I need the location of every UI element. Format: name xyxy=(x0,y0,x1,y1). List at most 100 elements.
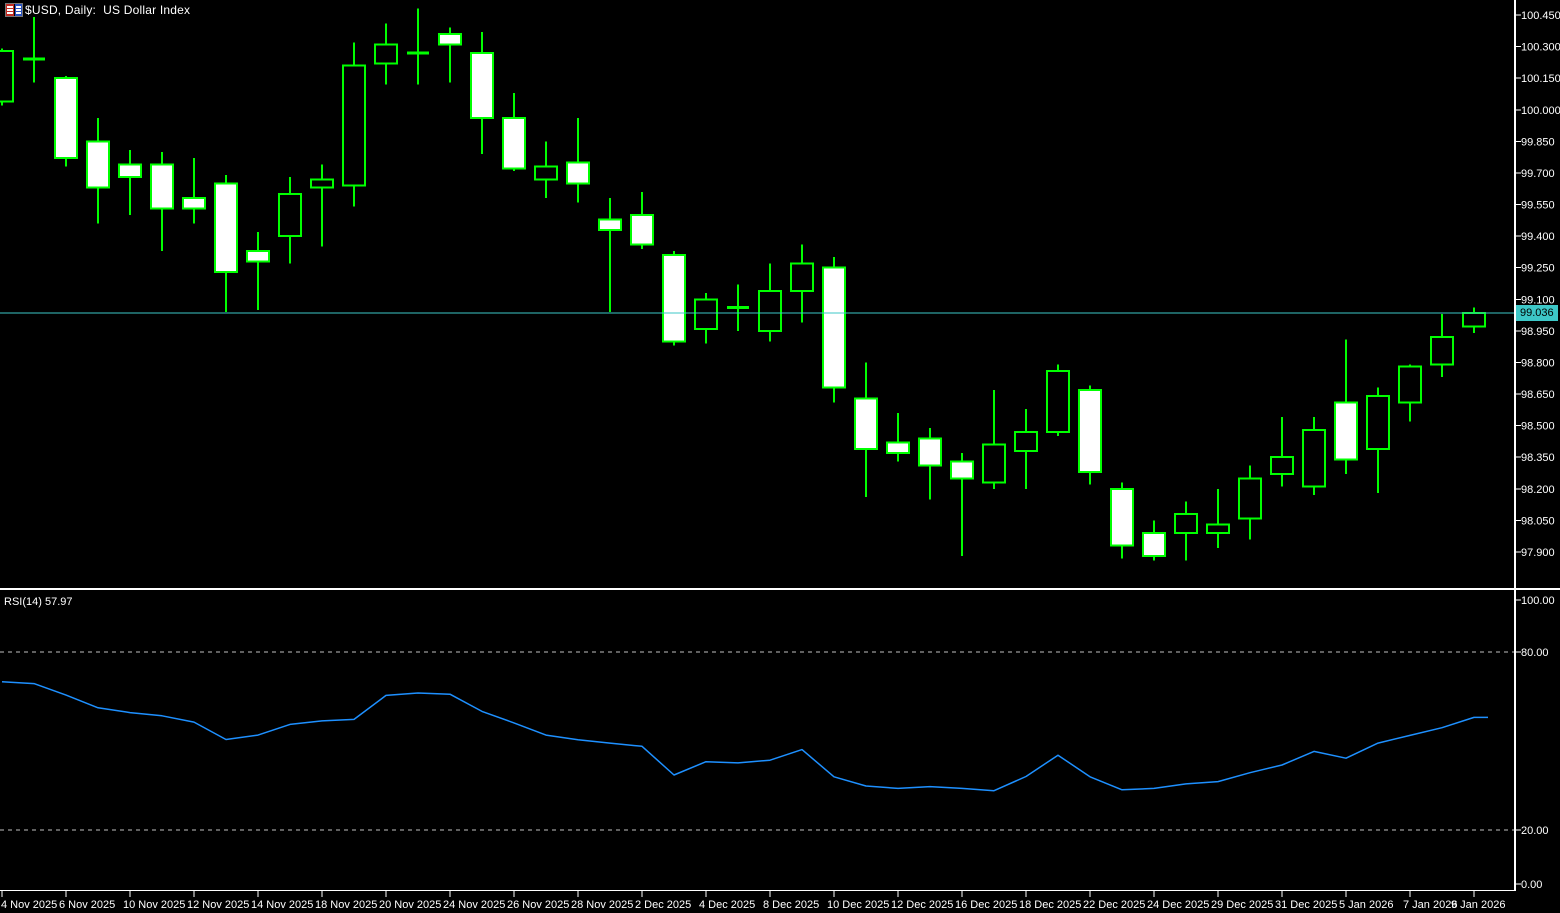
time-tick-label: 7 Jan 2026 xyxy=(1403,899,1457,911)
candle-body-bull xyxy=(1366,395,1390,450)
time-axis-line xyxy=(0,890,1514,891)
candle-body-bear xyxy=(54,77,78,160)
price-axis[interactable]: 100.450 100.300 100.150 100.000 99.850 99.700… xyxy=(1514,10,1560,559)
rsi-level-lines xyxy=(0,651,1514,831)
candle-body-bull xyxy=(758,289,782,332)
rsi-axis[interactable]: 100.00 80.00 20.00 0.00 xyxy=(1514,595,1555,891)
price-tick-label: 97.900 xyxy=(1521,547,1555,559)
time-tick-label: 28 Nov 2025 xyxy=(571,899,633,911)
candle-body-bear xyxy=(182,197,206,210)
pane-separator xyxy=(0,588,1560,590)
candle-body-bull xyxy=(1398,365,1422,404)
time-tick-label: 24 Nov 2025 xyxy=(443,899,505,911)
price-tick-label: 98.200 xyxy=(1521,484,1555,496)
time-tick-label: 18 Dec 2025 xyxy=(1019,899,1081,911)
icon-blue-column xyxy=(14,4,22,16)
candle-body-bear xyxy=(214,182,238,273)
time-tick-label: 5 Jan 2026 xyxy=(1339,899,1393,911)
candle-doji-body xyxy=(23,57,45,61)
price-tick-label: 99.850 xyxy=(1521,136,1555,148)
candle-body-bull xyxy=(694,298,718,330)
icon-red-column xyxy=(6,4,15,16)
candle-body-bull xyxy=(1462,311,1486,328)
candle-body-bear xyxy=(246,249,270,263)
price-tick-label: 100.150 xyxy=(1521,73,1560,85)
time-tick-label: 24 Dec 2025 xyxy=(1147,899,1209,911)
candle-body-bear xyxy=(470,51,494,120)
candle-body-bear xyxy=(1334,401,1358,461)
price-tick-label: 98.950 xyxy=(1521,326,1555,338)
candle-body-bull xyxy=(278,192,302,238)
rsi-indicator-label: RSI(14) 57.97 xyxy=(4,596,73,608)
current-price-tag: 99.036 xyxy=(1516,304,1558,321)
rsi-tick-label: 0.00 xyxy=(1521,879,1542,891)
time-tick-label: 9 Jan 2026 xyxy=(1451,899,1505,911)
time-tick-label: 4 Nov 2025 xyxy=(1,899,57,911)
candle-body-bull xyxy=(1270,456,1294,476)
time-axis[interactable]: 4 Nov 2025 6 Nov 2025 10 Nov 2025 12 Nov 20… xyxy=(1,890,1505,911)
time-tick-label: 31 Dec 2025 xyxy=(1275,899,1337,911)
time-tick-label: 2 Dec 2025 xyxy=(635,899,691,911)
candle-body-bear xyxy=(1110,487,1134,547)
price-tick-label: 99.400 xyxy=(1521,231,1555,243)
rsi-tick-label: 80.00 xyxy=(1521,647,1549,659)
candle-body-bear xyxy=(950,460,974,480)
candle-body-bull xyxy=(374,43,398,65)
price-tick-label: 99.100 xyxy=(1521,294,1555,306)
time-tick-label: 16 Dec 2025 xyxy=(955,899,1017,911)
candle-body-bull xyxy=(1014,430,1038,452)
candlestick-pane xyxy=(0,8,1486,561)
candle-body-bull xyxy=(1206,523,1230,535)
candle-doji-body xyxy=(407,51,429,55)
candle-body-bear xyxy=(598,218,622,231)
candle-body-bull xyxy=(1174,513,1198,535)
time-tick-label: 8 Dec 2025 xyxy=(763,899,819,911)
price-tick-label: 99.550 xyxy=(1521,200,1555,212)
candle-body-bear xyxy=(630,214,654,246)
candle-body-bear xyxy=(886,441,910,455)
price-tick-label: 98.350 xyxy=(1521,452,1555,464)
candle-body-bear xyxy=(662,254,686,343)
candle-body-bear xyxy=(566,161,590,185)
price-tick-label: 100.000 xyxy=(1521,105,1560,117)
candle-body-bull xyxy=(1302,428,1326,488)
candle-body-bull xyxy=(0,49,14,103)
candle-body-bull xyxy=(982,443,1006,484)
candle-body-bull xyxy=(342,64,366,187)
candle-body-bear xyxy=(438,32,462,46)
time-tick-label: 14 Nov 2025 xyxy=(251,899,313,911)
time-tick-label: 12 Dec 2025 xyxy=(891,899,953,911)
time-tick-label: 26 Nov 2025 xyxy=(507,899,569,911)
candle-doji-body xyxy=(727,306,749,310)
candle-body-bear xyxy=(822,266,846,389)
axis-right-border xyxy=(1514,0,1516,891)
candle-body-bear xyxy=(854,397,878,450)
candle-body-bear xyxy=(1078,388,1102,473)
symbol-quotes-icon xyxy=(5,3,23,17)
candle-body-bear xyxy=(502,117,526,170)
rsi-line xyxy=(1,681,1488,792)
candle-body-bear xyxy=(150,163,174,210)
price-tick-label: 98.500 xyxy=(1521,421,1555,433)
time-tick-label: 4 Dec 2025 xyxy=(699,899,755,911)
candle-body-bear xyxy=(918,437,942,467)
candle-body-bear xyxy=(1142,532,1166,558)
candle-body-bull xyxy=(1238,477,1262,520)
price-tick-label: 98.650 xyxy=(1521,389,1555,401)
rsi-tick-label: 20.00 xyxy=(1521,825,1549,837)
candle-body-bull xyxy=(534,165,558,181)
time-tick-label: 12 Nov 2025 xyxy=(187,899,249,911)
candle-body-bear xyxy=(118,163,142,179)
price-tick-label: 99.250 xyxy=(1521,263,1555,275)
rsi-tick-label: 100.00 xyxy=(1521,595,1555,607)
chart-title: $USD, Daily: US Dollar Index xyxy=(25,3,191,17)
price-tick-label: 98.050 xyxy=(1521,515,1555,527)
price-tick-label: 98.800 xyxy=(1521,357,1555,369)
price-tick-label: 100.450 xyxy=(1521,10,1560,22)
candle-body-bull xyxy=(1046,369,1070,433)
candle-body-bear xyxy=(86,140,110,189)
price-tick-label: 100.300 xyxy=(1521,42,1560,54)
pane-borders xyxy=(0,0,1560,891)
